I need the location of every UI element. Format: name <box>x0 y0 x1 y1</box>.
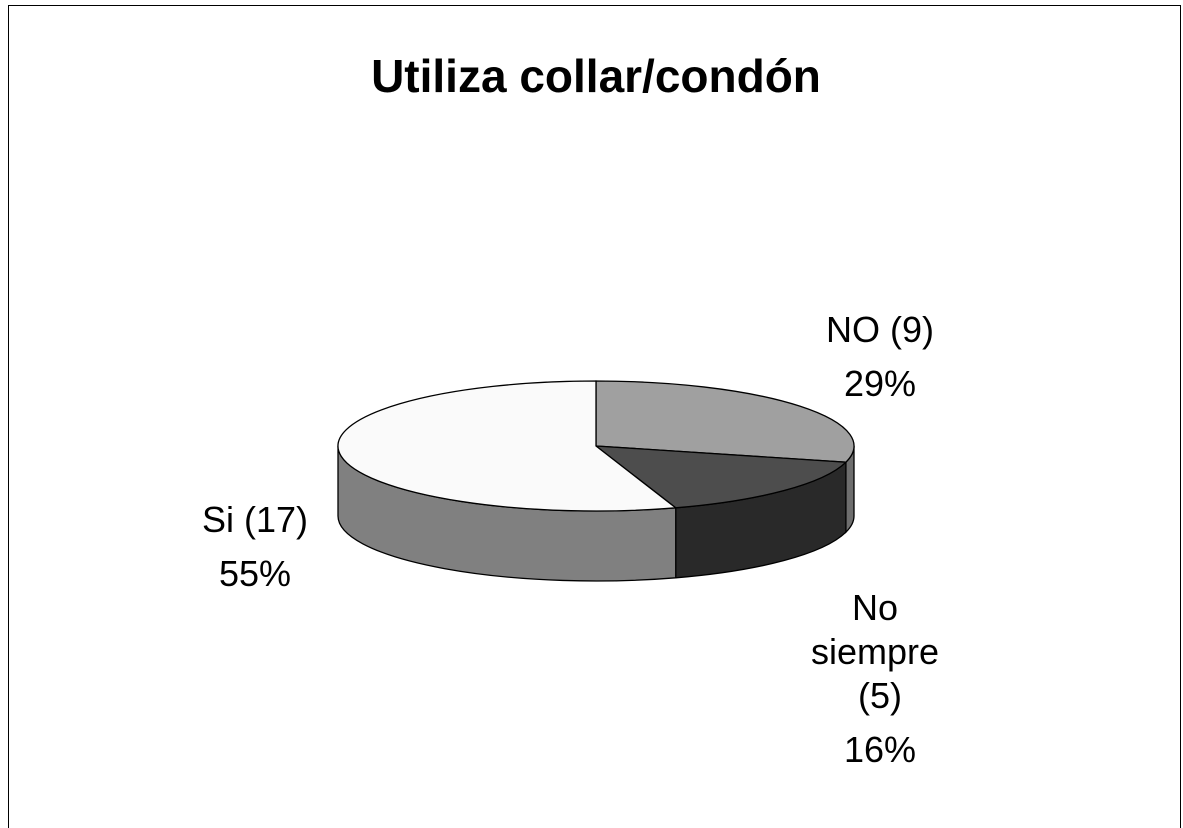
slice <box>337 380 678 512</box>
slice-value-label: 16% <box>844 729 916 770</box>
chart-title: Utiliza collar/condón <box>371 50 821 102</box>
slice-value-label: 55% <box>219 553 291 594</box>
slice-label: NO (9) <box>826 309 934 350</box>
slice-value-label: 29% <box>844 363 916 404</box>
slice <box>595 380 855 463</box>
slice-label: Si (17) <box>202 499 308 540</box>
slice-label: No siempre (5) <box>811 587 949 716</box>
slice <box>593 445 848 509</box>
frame <box>8 5 1181 828</box>
